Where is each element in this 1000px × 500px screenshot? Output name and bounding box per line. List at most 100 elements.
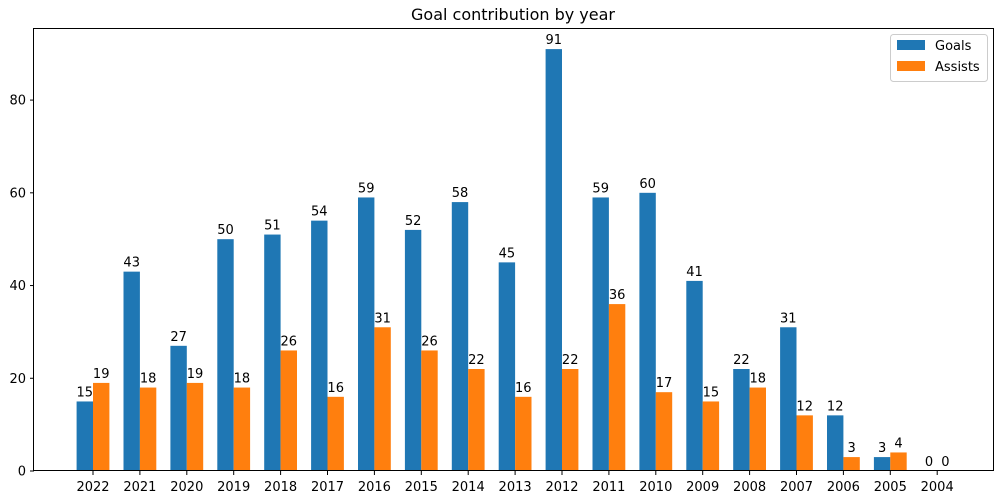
bar-goals-2014 bbox=[451, 202, 469, 471]
x-tick-label-2008: 2008 bbox=[733, 480, 766, 495]
bar-goals-2011 bbox=[592, 197, 609, 471]
data-label-assists-2011: 36 bbox=[609, 288, 626, 303]
data-label-assists-2010: 17 bbox=[656, 376, 673, 391]
data-label-assists-2014: 22 bbox=[468, 353, 485, 368]
data-label-assists-2008: 18 bbox=[750, 372, 767, 387]
data-label-goals-2021: 43 bbox=[123, 256, 140, 271]
bar-assists-2022 bbox=[93, 382, 110, 471]
x-tick-label-2012: 2012 bbox=[545, 480, 578, 495]
bar-assists-2012 bbox=[562, 369, 579, 471]
bar-assists-2019 bbox=[233, 387, 251, 471]
legend-swatch-assists bbox=[897, 61, 925, 71]
bar-goals-2017 bbox=[311, 220, 328, 471]
data-label-goals-2012: 91 bbox=[546, 33, 563, 48]
data-label-assists-2016: 31 bbox=[374, 311, 391, 326]
x-tick-label-2010: 2010 bbox=[639, 480, 672, 495]
data-label-goals-2018: 51 bbox=[264, 219, 281, 234]
data-label-goals-2004: 0 bbox=[925, 455, 933, 470]
x-tick-label-2021: 2021 bbox=[123, 480, 156, 495]
data-label-goals-2010: 60 bbox=[639, 177, 656, 192]
bar-assists-2016 bbox=[374, 327, 391, 471]
data-label-assists-2012: 22 bbox=[562, 353, 579, 368]
bar-assists-2013 bbox=[515, 396, 532, 471]
x-tick-label-2014: 2014 bbox=[452, 480, 485, 495]
x-tick-label-2011: 2011 bbox=[592, 480, 625, 495]
data-label-assists-2017: 16 bbox=[327, 381, 344, 396]
bar-goals-2022 bbox=[76, 401, 93, 471]
bar-assists-2006 bbox=[843, 457, 860, 471]
legend-swatch-goals bbox=[897, 40, 925, 50]
data-label-assists-2021: 18 bbox=[140, 372, 157, 387]
x-axis: 2022 2021 2020 2019 2018 2017 2016 2015 2014 2013… bbox=[76, 471, 954, 495]
bar-assists-2008 bbox=[749, 387, 766, 471]
data-label-goals-2006: 12 bbox=[827, 399, 844, 414]
data-label-assists-2018: 26 bbox=[281, 334, 298, 349]
y-tick-label-20: 20 bbox=[9, 372, 26, 387]
bar-assists-2007 bbox=[796, 415, 813, 471]
data-label-assists-2020: 19 bbox=[187, 367, 204, 382]
data-label-assists-2006: 3 bbox=[847, 441, 855, 456]
bar-goals-2013 bbox=[498, 262, 516, 471]
data-label-goals-2017: 54 bbox=[311, 205, 328, 220]
bar-goals-2019 bbox=[217, 239, 234, 471]
data-label-goals-2013: 45 bbox=[499, 246, 516, 261]
bar-goals-2006 bbox=[827, 415, 844, 471]
bar-assists-2021 bbox=[139, 387, 157, 471]
bars bbox=[76, 49, 907, 471]
bar-goals-2016 bbox=[358, 197, 375, 471]
data-label-assists-2015: 26 bbox=[421, 334, 438, 349]
legend-label-goals: Goals bbox=[935, 39, 972, 54]
x-tick-label-2019: 2019 bbox=[217, 480, 250, 495]
y-tick-label-40: 40 bbox=[9, 279, 26, 294]
data-label-goals-2007: 31 bbox=[780, 311, 797, 326]
x-tick-label-2016: 2016 bbox=[358, 480, 391, 495]
x-tick-label-2007: 2007 bbox=[780, 480, 813, 495]
data-label-goals-2020: 27 bbox=[170, 330, 187, 345]
x-tick-label-2017: 2017 bbox=[311, 480, 344, 495]
bar-assists-2009 bbox=[702, 401, 720, 471]
bar-goals-2009 bbox=[686, 280, 703, 471]
data-label-assists-2009: 15 bbox=[703, 385, 720, 400]
data-label-goals-2005: 3 bbox=[878, 441, 886, 456]
y-axis: 0 20 40 60 80 bbox=[9, 94, 34, 480]
data-label-assists-2005: 4 bbox=[894, 436, 902, 451]
bar-goals-2021 bbox=[123, 271, 140, 471]
data-label-goals-2011: 59 bbox=[592, 181, 609, 196]
bar-assists-2015 bbox=[421, 350, 438, 471]
bar-assists-2010 bbox=[655, 392, 673, 471]
chart-title: Goal contribution by year bbox=[411, 5, 615, 24]
legend-label-assists: Assists bbox=[935, 60, 980, 75]
y-tick-label-0: 0 bbox=[18, 465, 26, 480]
data-labels: 1519431827195018512654165931522658224516… bbox=[77, 33, 950, 470]
bar-goals-2005 bbox=[873, 457, 891, 471]
bar-assists-2014 bbox=[468, 369, 485, 471]
data-label-goals-2009: 41 bbox=[686, 265, 703, 280]
y-tick-label-80: 80 bbox=[9, 94, 26, 109]
x-tick-label-2022: 2022 bbox=[76, 480, 109, 495]
bar-assists-2005 bbox=[890, 452, 907, 471]
x-tick-label-2013: 2013 bbox=[499, 480, 532, 495]
data-label-assists-2013: 16 bbox=[515, 381, 532, 396]
bar-goals-2020 bbox=[170, 345, 187, 471]
x-tick-label-2009: 2009 bbox=[686, 480, 719, 495]
bar-goals-2018 bbox=[264, 234, 281, 471]
bar-goals-2015 bbox=[404, 229, 422, 471]
x-tick-label-2020: 2020 bbox=[170, 480, 203, 495]
x-tick-label-2006: 2006 bbox=[827, 480, 860, 495]
x-tick-label-2018: 2018 bbox=[264, 480, 297, 495]
x-tick-label-2004: 2004 bbox=[921, 480, 954, 495]
x-tick-label-2015: 2015 bbox=[405, 480, 438, 495]
y-tick-label-60: 60 bbox=[9, 186, 26, 201]
data-label-assists-2022: 19 bbox=[93, 367, 110, 382]
data-label-assists-2007: 12 bbox=[796, 399, 813, 414]
data-label-goals-2014: 58 bbox=[452, 186, 469, 201]
bar-goals-2010 bbox=[639, 192, 656, 471]
bar-goals-2007 bbox=[780, 327, 797, 471]
data-label-assists-2004: 0 bbox=[941, 455, 949, 470]
data-label-goals-2015: 52 bbox=[405, 214, 422, 229]
bar-goals-2012 bbox=[545, 49, 562, 471]
data-label-assists-2019: 18 bbox=[234, 372, 251, 387]
data-label-goals-2008: 22 bbox=[733, 353, 750, 368]
legend: Goals Assists bbox=[890, 34, 988, 82]
